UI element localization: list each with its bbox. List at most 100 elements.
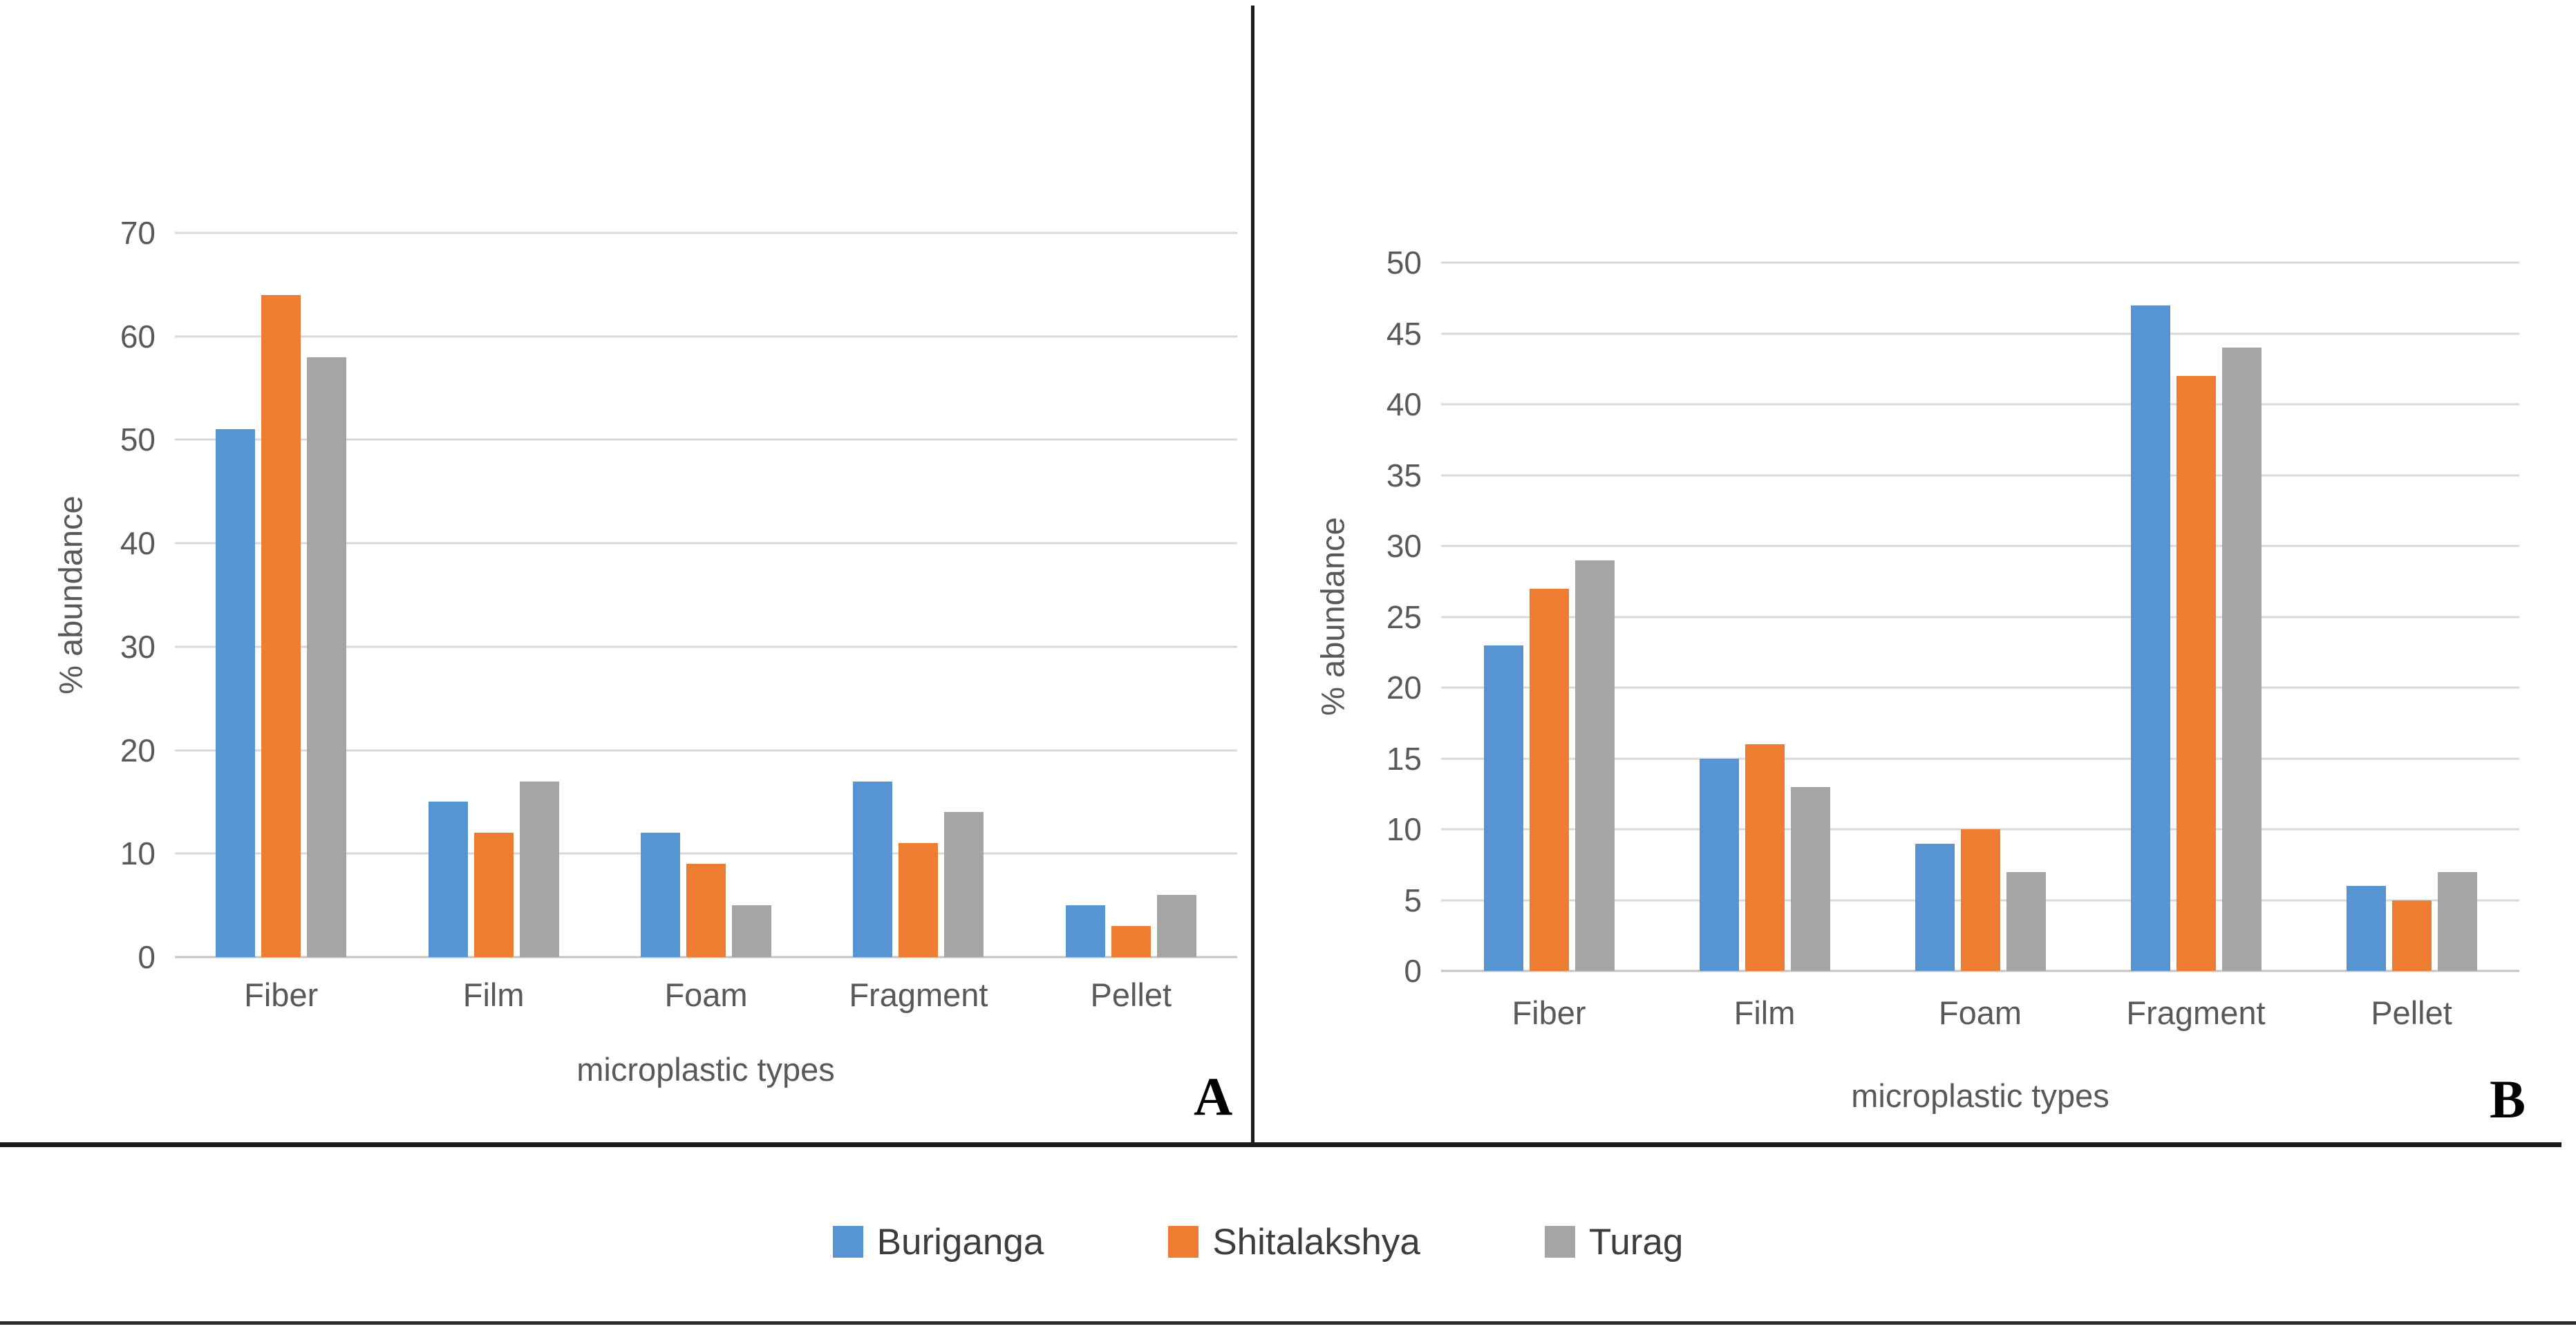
gridline <box>1441 757 2519 759</box>
gridline <box>175 438 1237 441</box>
y-tick-label: 20 <box>120 732 156 768</box>
bar-buriganga-fragment <box>853 781 893 957</box>
bar-turag-fiber <box>307 357 347 957</box>
plot-area <box>175 231 1237 958</box>
bar-buriganga-pellet <box>1065 905 1105 957</box>
bar-turag-fiber <box>1574 560 1615 971</box>
x-axis-category-labels: Fiber Film Foam Fragment Pellet <box>175 976 1237 1014</box>
y-tick-label: 25 <box>1386 598 1422 635</box>
y-tick-label: 50 <box>120 422 156 458</box>
x-axis-title: microplastic types <box>576 1051 835 1088</box>
bar-turag-foam <box>2006 871 2046 971</box>
y-tick-label: 40 <box>120 525 156 562</box>
bar-buriganga-foam <box>1915 843 1955 971</box>
bar-shitalakshya-film <box>473 833 514 957</box>
bar-shitalakshya-foam <box>1960 829 2000 971</box>
panel-label-b: B <box>2490 1069 2526 1129</box>
bar-shitalakshya-fragment <box>2176 376 2216 971</box>
chart-panel-a: % abundance 0 10 20 30 40 50 60 70 Fiber Film Foa… <box>0 0 1252 1144</box>
y-axis-tick-labels: 0 10 20 30 40 50 60 70 <box>76 217 156 973</box>
bar-buriganga-fiber <box>216 429 256 957</box>
gridline <box>175 852 1237 855</box>
y-tick-label: 35 <box>1386 457 1422 493</box>
gridline <box>175 542 1237 545</box>
x-category-label: Film <box>462 976 525 1013</box>
x-axis-baseline <box>1441 970 2519 972</box>
gridline <box>175 231 1237 234</box>
legend-item-turag: Turag <box>1544 1221 1684 1263</box>
bar-group-fiber <box>175 233 387 957</box>
y-tick-label: 5 <box>1404 882 1422 918</box>
x-axis-category-labels: Fiber Film Foam Fragment Pellet <box>1441 994 2519 1032</box>
bar-buriganga-foam <box>641 833 681 957</box>
bar-shitalakshya-foam <box>686 864 726 957</box>
gridline <box>1441 474 2519 476</box>
bar-turag-pellet <box>1156 895 1196 957</box>
y-axis-tick-labels: 0 5 10 15 20 25 30 35 40 45 50 <box>1342 247 1422 987</box>
legend-swatch-buriganga <box>832 1226 863 1258</box>
bar-group-foam <box>1872 263 2088 971</box>
bar-group-film <box>1657 263 1872 971</box>
legend-item-shitalakshya: Shitalakshya <box>1168 1224 1420 1260</box>
bar-shitalakshya-fiber <box>1529 588 1569 971</box>
bar-group-fiber <box>1441 263 1657 971</box>
y-tick-label: 30 <box>1386 528 1422 564</box>
y-tick-label: 70 <box>120 215 156 251</box>
y-tick-label: 10 <box>1386 811 1422 847</box>
y-tick-label: 0 <box>1404 953 1422 989</box>
bar-buriganga-film <box>1699 758 1739 971</box>
y-tick-label: 40 <box>1386 386 1422 422</box>
bar-buriganga-fiber <box>1483 645 1523 971</box>
gridline <box>1441 616 2519 618</box>
x-category-label: Fragment <box>849 976 988 1013</box>
bar-buriganga-fragment <box>2130 305 2170 971</box>
gridline <box>1441 686 2519 689</box>
chart-panel-b: % abundance 0 5 10 15 20 25 30 35 40 45 50 Fiber Fi… <box>1255 0 2576 1144</box>
y-tick-label: 15 <box>1386 740 1422 777</box>
bar-shitalakshya-fiber <box>261 294 301 957</box>
legend-item-buriganga: Buriganga <box>832 1221 1044 1263</box>
x-category-label: Fragment <box>2126 994 2266 1031</box>
x-axis-title: microplastic types <box>1851 1077 2109 1114</box>
legend-swatch-turag <box>1544 1226 1575 1258</box>
bar-buriganga-pellet <box>2346 886 2386 971</box>
bar-turag-fragment <box>2221 348 2262 971</box>
bottom-border-line <box>0 1321 2576 1325</box>
bar-groups <box>175 233 1237 957</box>
x-axis-baseline <box>175 956 1237 958</box>
legend-label: Shitalakshya <box>1212 1221 1420 1263</box>
bar-group-fragment <box>2088 263 2304 971</box>
y-tick-label: 0 <box>138 939 156 975</box>
bar-group-pellet <box>1025 233 1237 957</box>
y-tick-label: 60 <box>120 318 156 355</box>
gridline <box>175 749 1237 752</box>
panel-label-a: A <box>1194 1066 1233 1126</box>
gridline <box>1441 545 2519 547</box>
x-category-label: Foam <box>664 976 748 1013</box>
bar-group-film <box>387 233 599 957</box>
x-category-label: Fiber <box>244 976 319 1013</box>
bar-turag-film <box>1790 786 1830 971</box>
x-category-label: Pellet <box>1090 976 1172 1013</box>
legend-swatch-shitalakshya <box>1168 1226 1199 1258</box>
bar-turag-foam <box>732 905 772 957</box>
bar-buriganga-film <box>428 802 468 957</box>
y-tick-label: 45 <box>1386 315 1422 352</box>
x-category-label: Pellet <box>2371 994 2452 1031</box>
gridlines <box>175 231 1237 958</box>
legend-label: Buriganga <box>876 1221 1044 1263</box>
bar-shitalakshya-fragment <box>899 843 939 957</box>
gridline <box>1441 403 2519 406</box>
x-category-label: Film <box>1733 994 1796 1031</box>
bar-group-foam <box>600 233 812 957</box>
legend: Buriganga Shitalakshya Turag <box>0 1211 2516 1273</box>
gridline <box>175 335 1237 338</box>
bar-turag-pellet <box>2437 871 2477 971</box>
x-category-label: Fiber <box>1512 994 1586 1031</box>
horizontal-separator-line <box>0 1142 2561 1147</box>
bar-turag-film <box>519 781 559 957</box>
y-tick-label: 10 <box>120 835 156 872</box>
bar-shitalakshya-film <box>1745 744 1785 971</box>
legend-label: Turag <box>1588 1221 1684 1263</box>
gridline <box>1441 332 2519 334</box>
